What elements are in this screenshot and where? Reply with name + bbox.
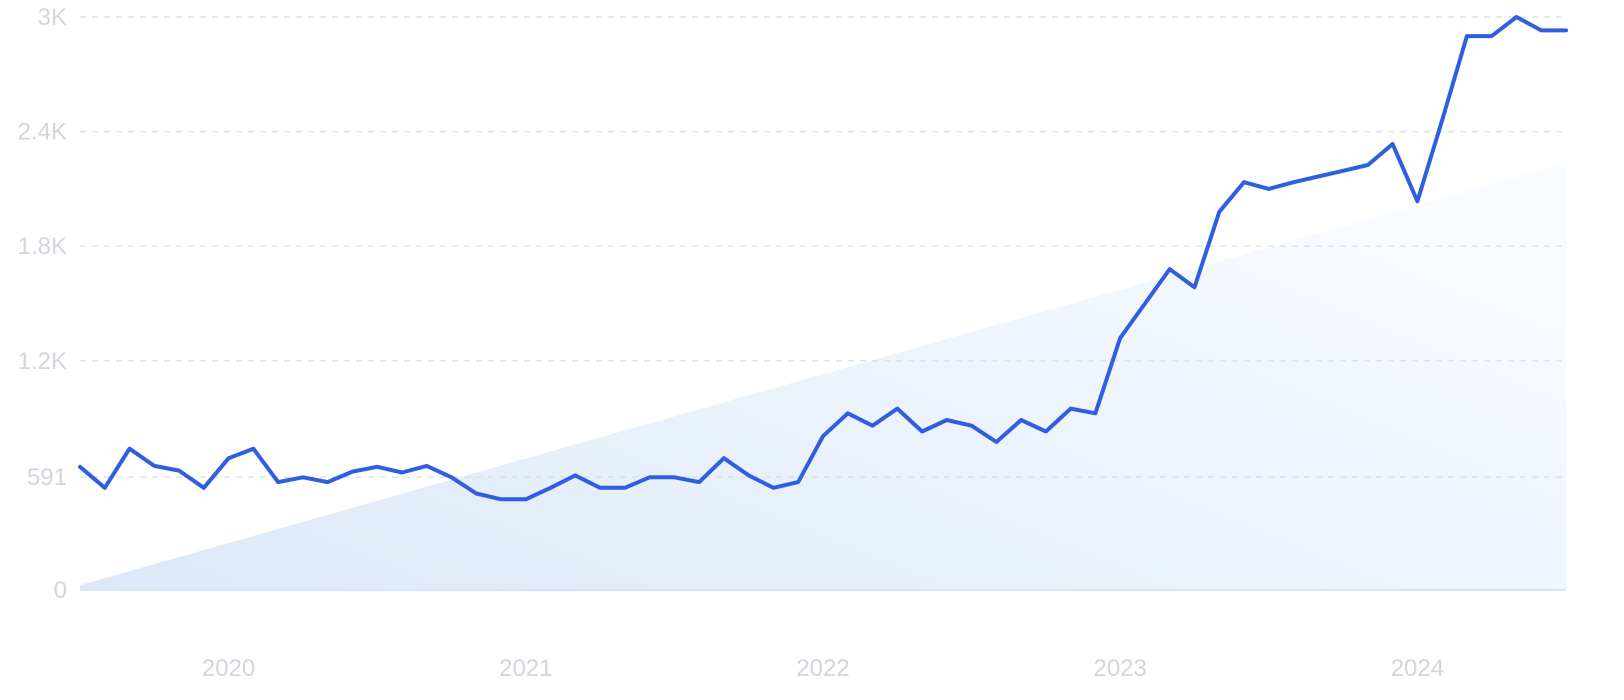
data-point [549, 486, 553, 490]
data-point [177, 469, 181, 473]
data-point [1366, 163, 1370, 167]
data-point [425, 464, 429, 468]
data-point [202, 486, 206, 490]
x-tick-label: 2021 [499, 655, 552, 682]
data-point [301, 475, 305, 479]
grid-layer [80, 16, 1566, 591]
data-point [722, 456, 726, 460]
data-point [1391, 142, 1395, 146]
data-point [1539, 28, 1543, 32]
data-point [1118, 336, 1122, 340]
data-point [672, 475, 676, 479]
data-point [152, 464, 156, 468]
data-point [1514, 15, 1518, 19]
x-axis: 2020 2021 2022 2023 2024 [202, 655, 1444, 682]
data-point [1093, 411, 1097, 415]
data-point [227, 456, 231, 460]
data-point [1019, 418, 1023, 422]
data-point [1316, 174, 1320, 178]
x-tick-label: 2022 [796, 655, 849, 682]
series-layer [78, 15, 1568, 502]
x-tick-label: 2020 [202, 655, 255, 682]
y-tick-label: 3K [38, 4, 67, 31]
data-point [450, 475, 454, 479]
data-point [573, 473, 577, 477]
data-point [747, 473, 751, 477]
data-point [623, 486, 627, 490]
data-point [1044, 429, 1048, 433]
data-point [970, 424, 974, 428]
x-tick-label: 2023 [1094, 655, 1147, 682]
data-point [103, 486, 107, 490]
data-point [771, 486, 775, 490]
data-point [994, 440, 998, 444]
y-tick-label: 2.4K [18, 119, 67, 146]
data-point [1217, 210, 1221, 214]
data-point [1490, 34, 1494, 38]
y-axis: 0 591 1.2K 1.8K 2.4K 3K [18, 4, 67, 604]
data-point [1143, 302, 1147, 306]
y-tick-label: 0 [54, 577, 67, 604]
data-point [871, 424, 875, 428]
data-point [326, 480, 330, 484]
data-point [598, 486, 602, 490]
data-point [1168, 267, 1172, 271]
data-point [648, 475, 652, 479]
data-point [1341, 169, 1345, 173]
data-point [350, 470, 354, 474]
x-tick-label: 2024 [1391, 655, 1444, 682]
data-point [128, 447, 132, 451]
data-point [1267, 187, 1271, 191]
data-point [499, 497, 503, 501]
data-point [697, 480, 701, 484]
y-tick-label: 1.2K [18, 348, 67, 375]
y-tick-label: 591 [27, 464, 67, 491]
data-point [1242, 180, 1246, 184]
data-point [474, 492, 478, 496]
data-point [796, 480, 800, 484]
data-point [895, 407, 899, 411]
data-point [524, 497, 528, 501]
data-point [276, 480, 280, 484]
data-point [920, 429, 924, 433]
data-point [375, 465, 379, 469]
data-point [846, 411, 850, 415]
data-point [945, 418, 949, 422]
data-point [821, 434, 825, 438]
y-tick-label: 1.8K [18, 233, 67, 260]
data-point [1292, 180, 1296, 184]
series-line [78, 15, 1568, 502]
trend-area-layer [80, 163, 1566, 591]
data-point [400, 471, 404, 475]
data-point [1465, 34, 1469, 38]
data-point [1193, 285, 1197, 289]
data-point [251, 447, 255, 451]
data-point [1564, 28, 1568, 32]
data-point [78, 465, 82, 469]
data-point [1415, 199, 1419, 203]
trend-area [80, 163, 1566, 591]
data-point [1069, 407, 1073, 411]
data-point [1440, 118, 1444, 122]
